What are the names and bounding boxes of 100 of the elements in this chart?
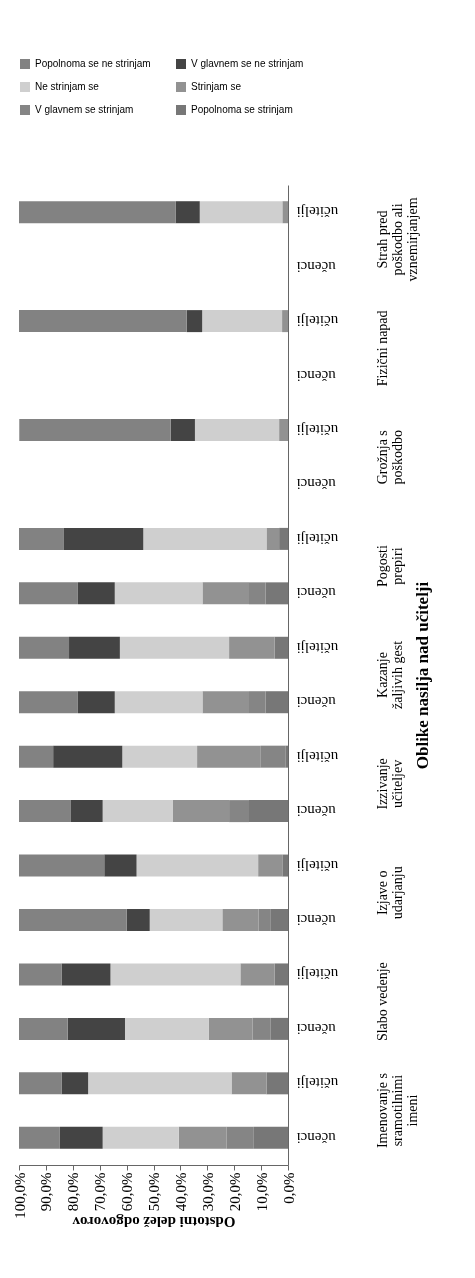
x-tick-label: 10,0% bbox=[253, 1172, 270, 1212]
bar bbox=[136, 854, 259, 877]
legend-label: V glavnem se strinjam bbox=[35, 104, 134, 115]
bar bbox=[122, 745, 198, 768]
text: Imenovanje s sramotilnimi imeni bbox=[375, 1073, 420, 1149]
bar bbox=[279, 419, 288, 441]
bar bbox=[231, 1072, 267, 1095]
bar bbox=[186, 310, 203, 333]
legend-label: Popolnoma se strinjam bbox=[191, 104, 293, 115]
bar bbox=[265, 582, 288, 605]
bar bbox=[229, 800, 249, 823]
bar bbox=[69, 636, 120, 659]
bar bbox=[19, 310, 187, 333]
bar bbox=[124, 1017, 209, 1040]
bar bbox=[61, 1072, 89, 1095]
bar bbox=[88, 1072, 232, 1095]
y-tick-label: učenci bbox=[296, 1020, 336, 1037]
y-tick-label: učenci bbox=[296, 694, 336, 711]
text: Fizični napad bbox=[375, 310, 390, 387]
bar bbox=[222, 909, 259, 931]
bar bbox=[143, 527, 267, 550]
bar bbox=[19, 201, 176, 224]
bar bbox=[258, 854, 283, 877]
bar bbox=[252, 1017, 271, 1040]
bar bbox=[104, 854, 137, 877]
y-tick-label: učenci bbox=[296, 1129, 336, 1146]
x-tick-label: 0,0% bbox=[280, 1172, 297, 1204]
legend-label: Ne strinjam se bbox=[35, 81, 100, 92]
x-tick-label: 70,0% bbox=[92, 1172, 109, 1212]
y-tick-label: učitelji bbox=[296, 857, 339, 874]
bar bbox=[202, 310, 283, 333]
x-tick-label: 50,0% bbox=[146, 1172, 162, 1212]
x-tick-label: 20,0% bbox=[226, 1172, 243, 1212]
bar bbox=[19, 800, 71, 823]
bar bbox=[114, 691, 203, 714]
bar bbox=[270, 909, 288, 931]
x-tick-label: 80,0% bbox=[65, 1172, 82, 1212]
bar bbox=[194, 419, 280, 441]
bar bbox=[102, 1126, 179, 1149]
y-axis-title: Oblike nasilja nad učitelji bbox=[413, 581, 433, 770]
bar bbox=[63, 527, 144, 550]
bar bbox=[19, 419, 171, 441]
text: Grožnja s poškodbo bbox=[375, 430, 405, 485]
bar bbox=[178, 1126, 227, 1149]
bar bbox=[102, 800, 173, 823]
y-tick-label: učitelji bbox=[296, 530, 339, 547]
y-tick-label: učitelji bbox=[296, 313, 339, 330]
y-tick-label: učenci bbox=[296, 476, 336, 493]
legend-label: Popolnoma se ne strinjam bbox=[35, 58, 151, 69]
bar bbox=[175, 201, 200, 224]
bar bbox=[226, 1126, 254, 1149]
bar bbox=[240, 963, 275, 986]
text: Kazanje žaljivih gest bbox=[375, 640, 405, 710]
bar bbox=[59, 1126, 103, 1149]
x-axis-title: Odstotni delež odgovorov bbox=[71, 1213, 236, 1230]
bar bbox=[282, 310, 288, 333]
y-tick-label: učenci bbox=[296, 367, 336, 384]
bar bbox=[260, 745, 286, 768]
bar bbox=[202, 582, 249, 605]
y-tick-label: učenci bbox=[296, 258, 336, 275]
legend-label: Strinjam se bbox=[191, 81, 242, 92]
bar bbox=[70, 800, 103, 823]
text: Izjave o udarjanju bbox=[375, 866, 405, 920]
text: Strah pred poškodbo ali vznemirjanjem bbox=[375, 197, 420, 282]
bar bbox=[19, 745, 54, 768]
x-tick-label: 60,0% bbox=[119, 1172, 136, 1212]
bar bbox=[282, 201, 288, 224]
bar bbox=[258, 909, 271, 931]
x-tick-label: 90,0% bbox=[38, 1172, 55, 1212]
bar bbox=[266, 527, 280, 550]
y-tick-label: učitelji bbox=[296, 639, 339, 656]
y-tick-label: učenci bbox=[296, 912, 336, 928]
bar bbox=[202, 691, 249, 714]
bar bbox=[19, 1126, 60, 1149]
bar bbox=[126, 909, 150, 931]
bar bbox=[19, 582, 78, 605]
bar bbox=[249, 800, 288, 823]
bar bbox=[19, 636, 70, 659]
legend-label: V glavnem se ne strinjam bbox=[191, 58, 304, 69]
x-tick-label: 100,0% bbox=[11, 1172, 28, 1219]
bar bbox=[249, 691, 266, 714]
bar bbox=[77, 691, 115, 714]
text: Pogosti prepiri bbox=[375, 544, 405, 588]
y-tick-label: učitelji bbox=[296, 748, 339, 765]
bar bbox=[249, 582, 266, 605]
y-tick-label: učitelji bbox=[296, 204, 339, 221]
bar bbox=[274, 636, 288, 659]
bar bbox=[266, 1072, 288, 1095]
bar bbox=[253, 1126, 288, 1149]
bar bbox=[285, 745, 288, 768]
bar bbox=[199, 201, 283, 224]
text: Slabo vedenje bbox=[375, 962, 390, 1042]
bar bbox=[229, 636, 275, 659]
x-tick-label: 30,0% bbox=[199, 1172, 216, 1212]
y-tick-label: učenci bbox=[296, 803, 336, 820]
bar bbox=[53, 745, 123, 768]
bar bbox=[282, 854, 288, 877]
y-tick-label: učitelji bbox=[296, 1075, 339, 1092]
bar bbox=[19, 1072, 62, 1095]
bar bbox=[119, 636, 230, 659]
